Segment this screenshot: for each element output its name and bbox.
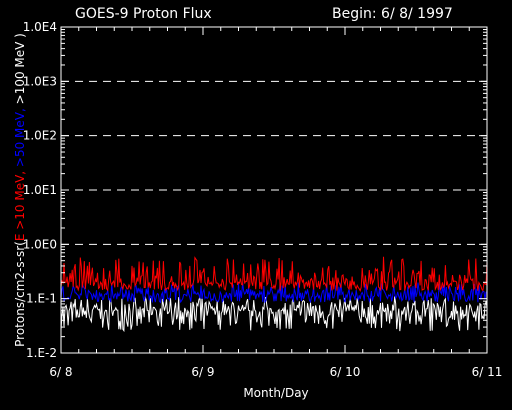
y-tick-label: 1.0E4	[23, 20, 57, 34]
y-axis-label-part-1: E >10 MeV,	[13, 167, 27, 241]
y-tick-label: 1.E-1	[26, 292, 57, 306]
chart-title: GOES-9 Proton Flux	[75, 6, 212, 22]
x-tick-label: 6/ 8	[49, 365, 72, 379]
y-tick-label: 1.0E3	[23, 74, 57, 88]
y-tick-label: 1.E-2	[26, 346, 57, 360]
series-line-100mev	[60, 296, 488, 333]
y-tick-label: 1.0E2	[23, 129, 57, 143]
axes: 1.E-2 1.E-1 1.0E0 1.0E1 1.0E2 1.0E3 1.0E4 6/ 8 6…	[23, 20, 503, 379]
gridlines	[61, 80, 487, 245]
x-axis-label: Month/Day	[243, 386, 308, 400]
y-tick-label: 1.0E0	[23, 237, 57, 251]
data-series	[60, 256, 488, 333]
x-tick-label: 6/ 9	[191, 365, 214, 379]
x-tick-label: 6/ 10	[330, 365, 361, 379]
y-axis-label-prefix: Protons/cm2-s-sr(	[13, 241, 27, 347]
y-axis-label: Protons/cm2-s-sr(E >10 MeV, >50 MeV, >10…	[13, 33, 27, 347]
y-axis-label-part-2: >50 MeV,	[13, 104, 27, 167]
y-tick-label: 1.0E1	[23, 183, 57, 197]
begin-date-label: Begin: 6/ 8/ 1997	[332, 6, 453, 22]
y-axis-label-part-3: >100 MeV )	[13, 33, 27, 104]
series-line-10mev	[60, 256, 488, 293]
x-tick-label: 6/ 11	[472, 365, 503, 379]
series-line-50mev	[60, 282, 488, 304]
